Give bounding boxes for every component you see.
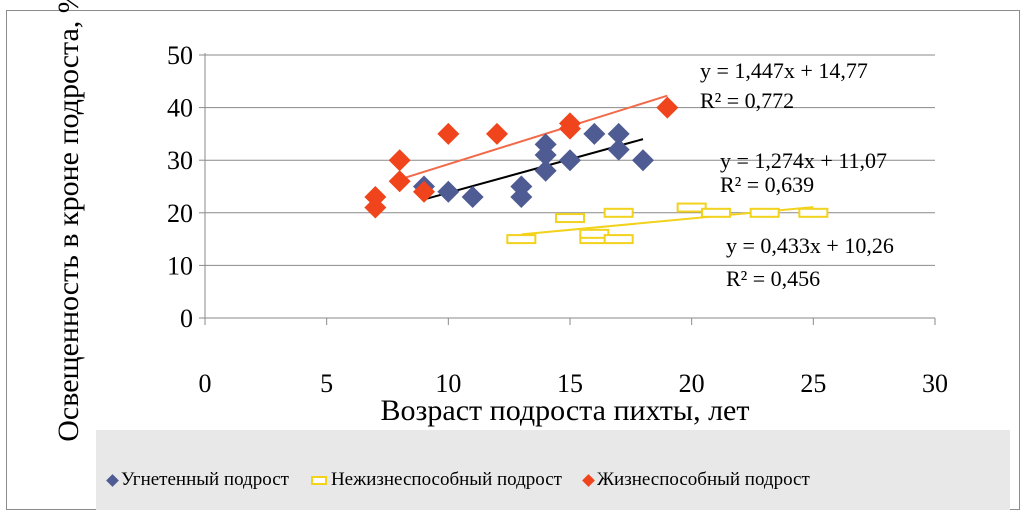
data-point: [486, 122, 508, 145]
r-squared-label: R² = 0,772: [700, 88, 794, 113]
r-squared-label: R² = 0,456: [726, 266, 820, 291]
legend-background: [96, 430, 1010, 510]
x-tick-label: 15: [557, 369, 583, 398]
data-point: [437, 180, 460, 203]
x-tick-label: 30: [922, 369, 948, 398]
y-tick-label: 30: [167, 146, 193, 175]
data-point: [437, 122, 460, 145]
data-point: [749, 207, 780, 218]
y-axis-title: Освещенность в кроне подроста, %: [52, 0, 85, 442]
data-point: [388, 149, 411, 172]
trendline-equation: y = 0,433x + 10,26: [726, 233, 894, 258]
legend-label: Жизнеспособный подрост: [597, 469, 810, 490]
data-point: [676, 202, 707, 213]
chart-frame: [6, 10, 1020, 510]
data-point: [534, 133, 557, 156]
data-point: [579, 228, 610, 239]
data-point: [364, 186, 387, 209]
x-tick-label: 5: [320, 369, 333, 398]
axis-tick-labels: 0 10 20 30 40 50 0 5 10 15 20 25 30: [167, 41, 948, 398]
data-point: [559, 112, 581, 135]
data-point: [510, 175, 533, 198]
y-tick-label: 10: [167, 251, 193, 280]
x-tick-label: 10: [435, 369, 461, 398]
y-tick-label: 0: [180, 304, 193, 333]
data-point: [555, 213, 585, 224]
data-points: [364, 96, 829, 245]
data-point: [388, 170, 411, 193]
data-point: [607, 138, 630, 161]
trendline: [399, 94, 668, 181]
legend-item: Нежизнеспособный подрост: [310, 469, 562, 491]
data-point: [798, 207, 829, 218]
legend-marker-icon: [582, 473, 595, 487]
data-point: [607, 122, 630, 145]
y-tick-label: 50: [167, 41, 193, 70]
data-point: [413, 180, 435, 203]
data-point: [583, 122, 606, 145]
trendline-equation: y = 1,447x + 14,77: [700, 58, 868, 83]
trendline-equation: y = 1,274x + 11,07: [720, 148, 887, 173]
data-point: [603, 207, 634, 218]
data-point: [656, 96, 679, 119]
trendline: [423, 138, 644, 201]
legend: Угнетенный подрост Нежизнеспособный подро…: [96, 462, 1010, 498]
y-tick-label: 20: [167, 199, 193, 228]
legend-label: Угнетенный подрост: [121, 469, 289, 490]
r-squared-label: R² = 0,639: [720, 172, 814, 197]
x-tick-label: 25: [800, 369, 826, 398]
legend-item: Угнетенный подрост: [106, 469, 289, 491]
legend-label: Нежизнеспособный подрост: [330, 469, 562, 490]
axes: [199, 53, 936, 325]
legend-item: Жизнеспособный подрост: [582, 469, 810, 491]
x-axis-title: Возраст подроста пихты, лет: [381, 394, 750, 427]
data-point: [559, 149, 581, 172]
data-point: [461, 186, 484, 209]
legend-marker-icon: [106, 473, 119, 487]
x-tick-label: 20: [679, 369, 705, 398]
x-tick-label: 0: [199, 369, 212, 398]
legend-marker-icon: [310, 475, 327, 485]
data-point: [603, 234, 634, 245]
data-point: [701, 207, 731, 218]
y-tick-label: 40: [167, 94, 193, 123]
data-point: [506, 234, 537, 245]
data-point: [632, 149, 654, 172]
data-point: [534, 159, 557, 182]
